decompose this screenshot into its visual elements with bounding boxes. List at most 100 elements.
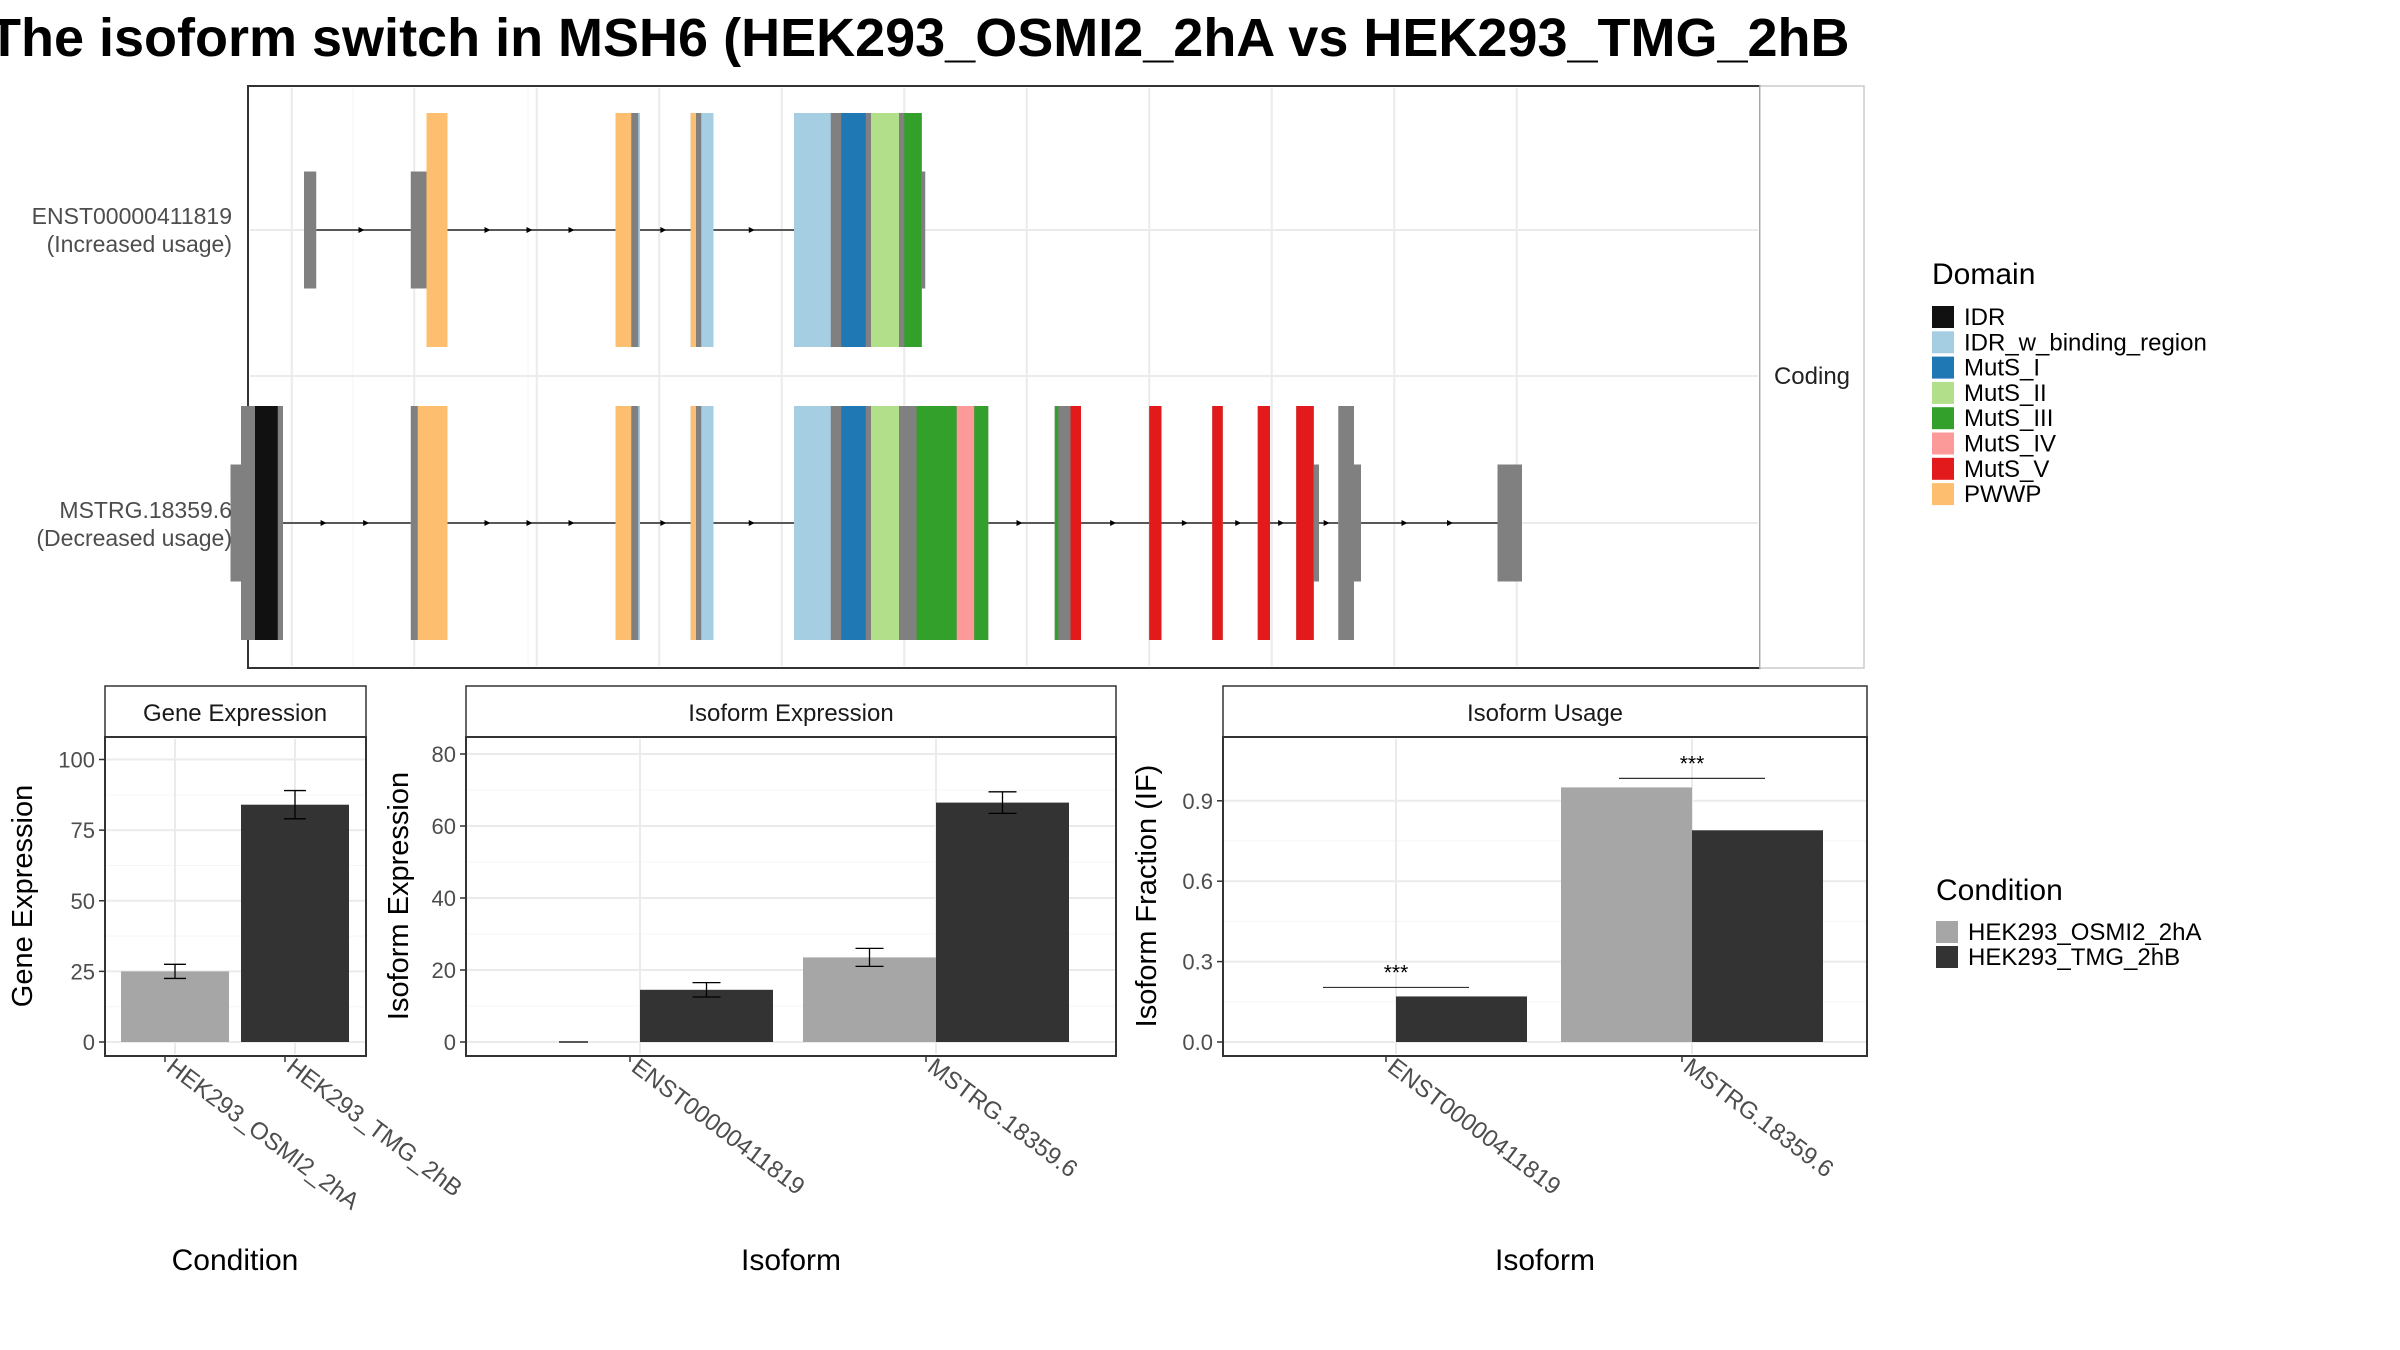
structure-marks xyxy=(230,113,1522,640)
y-tick-label: 20 xyxy=(432,958,456,983)
domain-muts-ii xyxy=(871,406,899,640)
domain-legend-title: Domain xyxy=(1932,258,2035,291)
isoform-expression-y-axis-label: Isoform Expression xyxy=(383,772,415,1020)
isoform-label-top-id: ENST00000411819 xyxy=(32,203,232,229)
intron-arrow xyxy=(748,227,755,233)
isoform-label-top-usage: (Increased usage) xyxy=(47,231,232,257)
domain-muts-v xyxy=(1149,406,1162,640)
isoform-usage-strip xyxy=(1222,685,1868,738)
y-tick-label: 0.3 xyxy=(1182,950,1213,975)
intron-arrow xyxy=(748,520,755,526)
isoform-track-ENST00000411819 xyxy=(304,113,926,347)
y-tick-label: 0.9 xyxy=(1182,789,1213,814)
domain-idr-w-binding-region xyxy=(638,113,640,347)
y-tick-label: 80 xyxy=(432,742,456,767)
intron-arrow xyxy=(660,520,667,526)
domain-pwwp xyxy=(690,406,696,640)
legend-key-idr xyxy=(1932,306,1954,328)
intron-arrow xyxy=(484,227,491,233)
facet-strip-label: Coding xyxy=(1774,363,1850,390)
domain-muts-v xyxy=(1070,406,1081,640)
domain-legend: Domain IDRIDR_w_binding_regionMutS_IMutS… xyxy=(1932,258,2207,508)
significance-label: *** xyxy=(1384,961,1409,984)
legend-label-muts-v: MutS_V xyxy=(1964,456,2049,483)
domain-idr-w-binding-region xyxy=(701,406,714,640)
intron-arrow xyxy=(1235,520,1242,526)
intron-arrow xyxy=(1447,520,1453,526)
isoform-label-bottom-usage: (Decreased usage) xyxy=(36,525,232,551)
intron-arrow xyxy=(363,520,370,526)
bar xyxy=(1561,787,1692,1042)
legend-label-condition: HEK293_OSMI2_2hA xyxy=(1968,919,2201,946)
domain-muts-i xyxy=(841,406,866,640)
legend-key-muts-ii xyxy=(1932,381,1954,404)
domain-muts-iii xyxy=(1054,406,1059,640)
isoform-expression-x-axis-label: Isoform xyxy=(741,1244,841,1277)
y-tick-label: 40 xyxy=(432,886,456,911)
isoform-usage-strip-label: Isoform Usage xyxy=(1467,700,1623,727)
legend-label-pwwp: PWWP xyxy=(1964,481,2041,508)
exon-noncoding xyxy=(1354,464,1361,582)
exon-noncoding xyxy=(1497,464,1522,582)
y-tick-label: 25 xyxy=(71,959,95,984)
domain-muts-v xyxy=(1212,406,1223,640)
legend-key-muts-i xyxy=(1932,356,1954,379)
isoform-usage-panel: Isoform Usage 0.0 0.3 0.6 0.9 *** ENST0000041… xyxy=(1131,685,1868,1277)
isoform-label-bottom-id: MSTRG.18359.6 xyxy=(59,497,232,523)
bar xyxy=(936,802,1069,1042)
intron-arrow xyxy=(568,520,575,526)
x-tick-label: HEK293_OSMI2_2hA xyxy=(161,1053,364,1215)
legend-key-pwwp xyxy=(1932,483,1954,506)
domain-idr xyxy=(255,406,278,640)
intron-arrow xyxy=(1401,520,1408,526)
facet-strip-coding xyxy=(1759,85,1865,669)
gene-expression-strip-label: Gene Expression xyxy=(143,700,327,727)
y-tick-label: 75 xyxy=(71,818,95,843)
domain-muts-iv xyxy=(956,406,975,640)
exon-noncoding xyxy=(410,171,427,289)
gene-expression-strip xyxy=(104,685,367,738)
bar xyxy=(803,957,936,1042)
intron-arrow xyxy=(526,520,533,526)
legend-label-muts-ii: MutS_II xyxy=(1964,380,2047,407)
isoform-usage-x-axis-label: Isoform xyxy=(1495,1244,1595,1277)
intron-arrow xyxy=(1181,520,1188,526)
domain-muts-iii xyxy=(904,113,922,347)
x-tick-label: MSTRG.18359.6 xyxy=(922,1053,1082,1183)
domain-pwwp xyxy=(690,113,696,347)
legend-key-muts-iii xyxy=(1932,407,1954,430)
bar xyxy=(241,804,349,1042)
domain-muts-v xyxy=(1257,406,1270,640)
gene-structure-panel: Coding ENST00000411819 (Increased usage)… xyxy=(32,85,1865,669)
y-tick-label: 100 xyxy=(58,748,95,773)
domain-idr-w-binding-region xyxy=(794,406,831,640)
legend-label-muts-iii: MutS_III xyxy=(1964,405,2053,432)
legend-label-muts-i: MutS_I xyxy=(1964,355,2040,382)
legend-label-condition: HEK293_TMG_2hB xyxy=(1968,944,2180,971)
isoform-usage-y-axis-label: Isoform Fraction (IF) xyxy=(1131,765,1163,1028)
exon-noncoding xyxy=(230,464,241,582)
legend-label-idr-w-binding-region: IDR_w_binding_region xyxy=(1964,329,2207,356)
bar xyxy=(121,971,229,1042)
domain-muts-v xyxy=(1296,406,1314,640)
intron-arrow xyxy=(1278,520,1285,526)
isoform-expression-strip-label: Isoform Expression xyxy=(688,700,893,727)
x-tick-label: MSTRG.18359.6 xyxy=(1678,1053,1838,1183)
bar xyxy=(1692,830,1823,1042)
domain-pwwp xyxy=(417,406,448,640)
domain-idr-w-binding-region xyxy=(701,113,714,347)
legend-key-muts-v xyxy=(1932,457,1954,480)
legend-key-idr-w-binding-region xyxy=(1932,331,1954,354)
y-tick-label: 0 xyxy=(444,1030,456,1055)
intron-arrow xyxy=(1110,520,1117,526)
x-tick-label: ENST00000411819 xyxy=(626,1053,809,1200)
legend-key-muts-iv xyxy=(1932,432,1954,455)
domain-idr-w-binding-region xyxy=(794,113,831,347)
legend-label-muts-iv: MutS_IV xyxy=(1964,431,2056,458)
intron-arrow xyxy=(1323,520,1330,526)
intron-arrow xyxy=(358,227,365,233)
intron-arrow xyxy=(484,520,491,526)
y-tick-label: 60 xyxy=(432,814,456,839)
gene-expression-y-axis-label: Gene Expression xyxy=(7,785,39,1007)
bar xyxy=(1396,996,1527,1042)
